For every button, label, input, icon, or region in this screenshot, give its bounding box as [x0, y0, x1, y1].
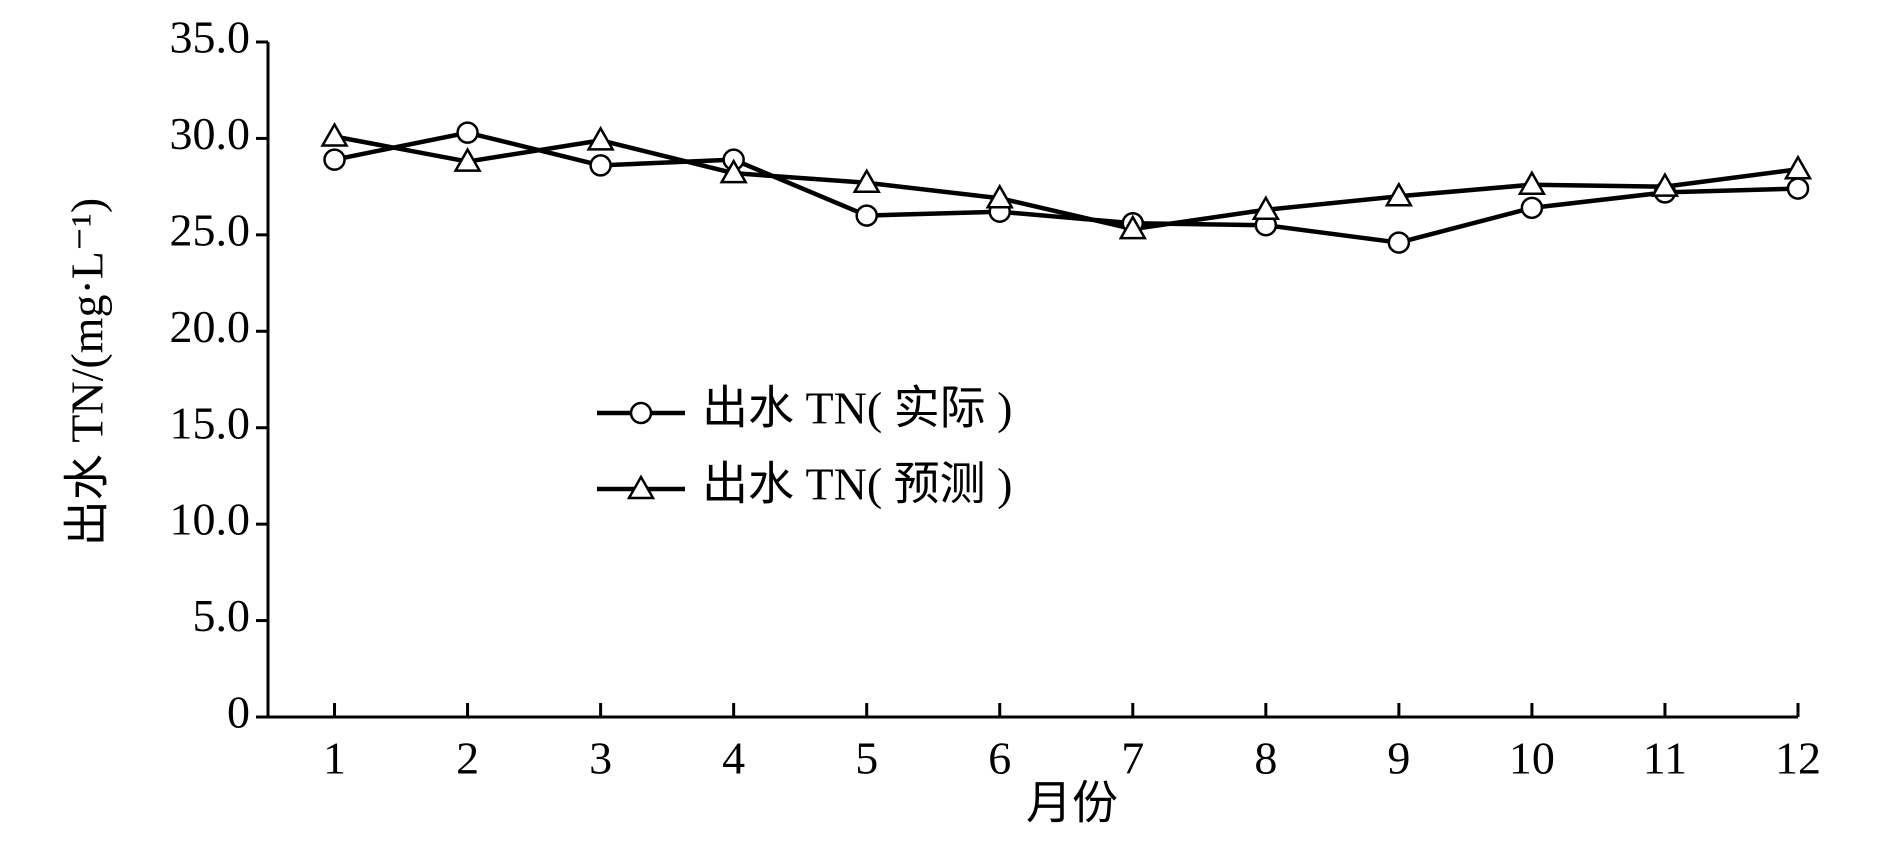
data-point [855, 204, 878, 227]
x-tick-label: 10 [1509, 733, 1555, 784]
data-point [719, 158, 748, 184]
data-point [1650, 172, 1680, 197]
x-tick-label: 2 [456, 733, 479, 784]
y-tick-label: 30.0 [170, 108, 251, 159]
y-tick-label: 35.0 [170, 12, 251, 63]
y-tick-label: 20.0 [170, 301, 251, 352]
data-point [985, 183, 1014, 209]
x-tick-label: 9 [1387, 733, 1410, 784]
legend-marker [629, 401, 653, 425]
data-point [320, 121, 349, 147]
x-tick-label: 1 [323, 733, 346, 784]
y-tick-label: 0 [227, 687, 250, 738]
data-point [1387, 231, 1411, 254]
y-tick-label: 25.0 [170, 204, 251, 255]
x-tick-label: 5 [855, 733, 878, 784]
x-tick-label: 4 [722, 733, 745, 784]
data-point [1783, 154, 1813, 180]
data-point [1251, 195, 1280, 221]
data-point [852, 168, 881, 194]
data-point [1520, 196, 1544, 220]
data-point [1786, 177, 1810, 200]
data-point [1517, 170, 1547, 195]
x-tick-label: 7 [1121, 733, 1144, 784]
x-axis-label: 月份 [1026, 778, 1118, 829]
x-tick-label: 3 [589, 733, 612, 784]
series-line [334, 134, 1799, 232]
legend-marker [626, 474, 656, 500]
y-axis-label: 出水 TN/(mg·L⁻¹) [62, 198, 113, 547]
axes [266, 42, 1798, 719]
data-point [323, 148, 346, 171]
y-tick-label: 15.0 [170, 397, 251, 448]
y-tick-label: 10.0 [170, 494, 251, 545]
legend-label: 出水 TN( 实际 ) [702, 383, 1012, 434]
data-point [586, 125, 615, 151]
y-tick-label: 5.0 [193, 590, 251, 641]
data-point [456, 121, 479, 144]
legend-label: 出水 TN( 预测 ) [702, 459, 1012, 510]
data-point [453, 147, 482, 172]
x-tick-label: 8 [1254, 733, 1277, 784]
data-point [589, 154, 612, 177]
series-line [334, 130, 1799, 245]
data-point [1118, 214, 1147, 240]
x-tick-label: 11 [1643, 733, 1687, 784]
x-tick-label: 6 [988, 733, 1011, 784]
data-point [1384, 181, 1414, 207]
x-tick-label: 12 [1775, 733, 1821, 784]
